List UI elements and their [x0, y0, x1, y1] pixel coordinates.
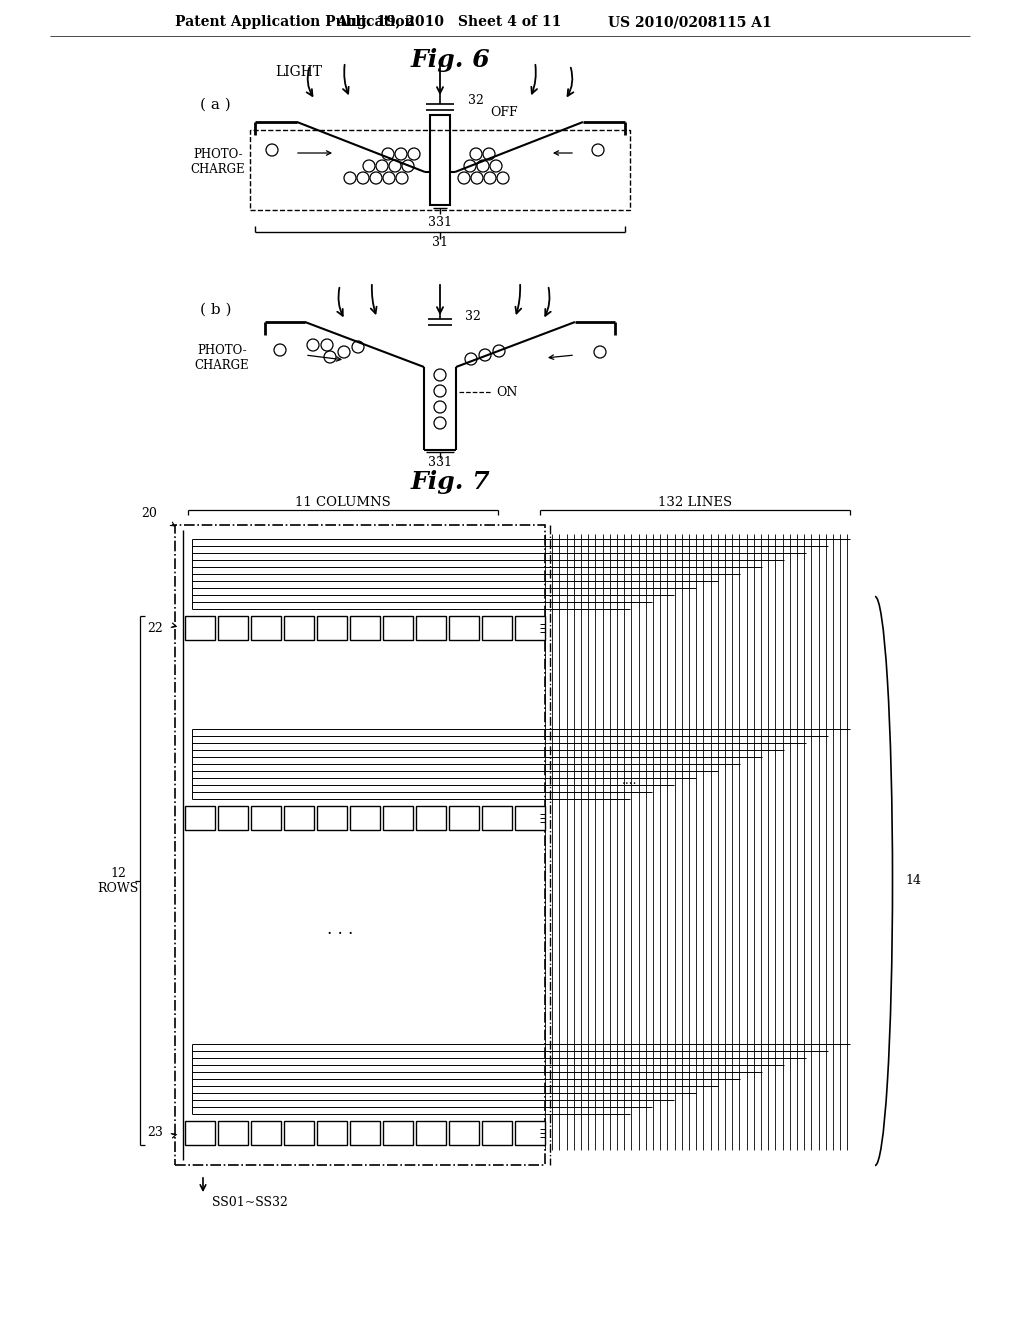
Bar	[251, 1121, 281, 1144]
Bar	[350, 1121, 380, 1144]
Text: Fig. 6: Fig. 6	[411, 48, 489, 73]
Text: OFF: OFF	[490, 107, 517, 120]
Bar	[218, 616, 248, 640]
Bar	[383, 1121, 413, 1144]
Text: 11 COLUMNS: 11 COLUMNS	[295, 495, 391, 508]
Bar	[317, 807, 347, 830]
Bar	[284, 807, 314, 830]
Bar	[515, 616, 545, 640]
Text: Fig. 7: Fig. 7	[411, 470, 489, 494]
Bar	[416, 616, 446, 640]
Bar	[250, 129, 630, 210]
Text: 31: 31	[432, 235, 449, 248]
Text: ( b ): ( b )	[200, 304, 231, 317]
Bar	[284, 1121, 314, 1144]
Text: PHOTO-
CHARGE: PHOTO- CHARGE	[190, 148, 246, 176]
Bar	[482, 1121, 512, 1144]
Bar	[218, 807, 248, 830]
Bar	[482, 807, 512, 830]
Bar	[251, 616, 281, 640]
Bar	[185, 616, 215, 640]
Text: Sheet 4 of 11: Sheet 4 of 11	[459, 15, 562, 29]
Bar	[449, 807, 479, 830]
Text: ( a ): ( a )	[200, 98, 230, 112]
Text: . . .: . . .	[327, 921, 353, 939]
Bar	[416, 1121, 446, 1144]
Text: ON: ON	[496, 385, 517, 399]
Text: ....: ....	[623, 774, 638, 787]
Text: 20: 20	[141, 507, 157, 520]
Text: 32: 32	[465, 309, 481, 322]
Text: 22: 22	[147, 622, 163, 635]
Bar	[185, 1121, 215, 1144]
Bar	[430, 115, 450, 205]
Bar	[185, 807, 215, 830]
Bar	[317, 616, 347, 640]
Bar	[449, 1121, 479, 1144]
Text: Aug. 19, 2010: Aug. 19, 2010	[336, 15, 444, 29]
Text: 132 LINES: 132 LINES	[658, 495, 732, 508]
Bar	[218, 1121, 248, 1144]
Bar	[251, 807, 281, 830]
Text: 14: 14	[905, 874, 921, 887]
Bar	[350, 616, 380, 640]
Text: 32: 32	[468, 94, 484, 107]
Bar	[383, 616, 413, 640]
Bar	[317, 1121, 347, 1144]
Text: PHOTO-
CHARGE: PHOTO- CHARGE	[195, 345, 249, 372]
Bar	[515, 1121, 545, 1144]
Text: 331: 331	[428, 215, 452, 228]
Bar	[482, 616, 512, 640]
Text: US 2010/0208115 A1: US 2010/0208115 A1	[608, 15, 772, 29]
Bar	[449, 616, 479, 640]
Bar	[416, 807, 446, 830]
Text: LIGHT: LIGHT	[275, 65, 322, 79]
Bar	[284, 616, 314, 640]
Bar	[383, 807, 413, 830]
Bar	[350, 807, 380, 830]
Text: 23: 23	[147, 1126, 163, 1139]
Text: SS01~SS32: SS01~SS32	[212, 1196, 288, 1209]
Text: Patent Application Publication: Patent Application Publication	[175, 15, 415, 29]
Text: 12
ROWS: 12 ROWS	[97, 867, 138, 895]
Text: 331: 331	[428, 455, 452, 469]
Bar	[175, 525, 545, 1166]
Bar	[515, 807, 545, 830]
